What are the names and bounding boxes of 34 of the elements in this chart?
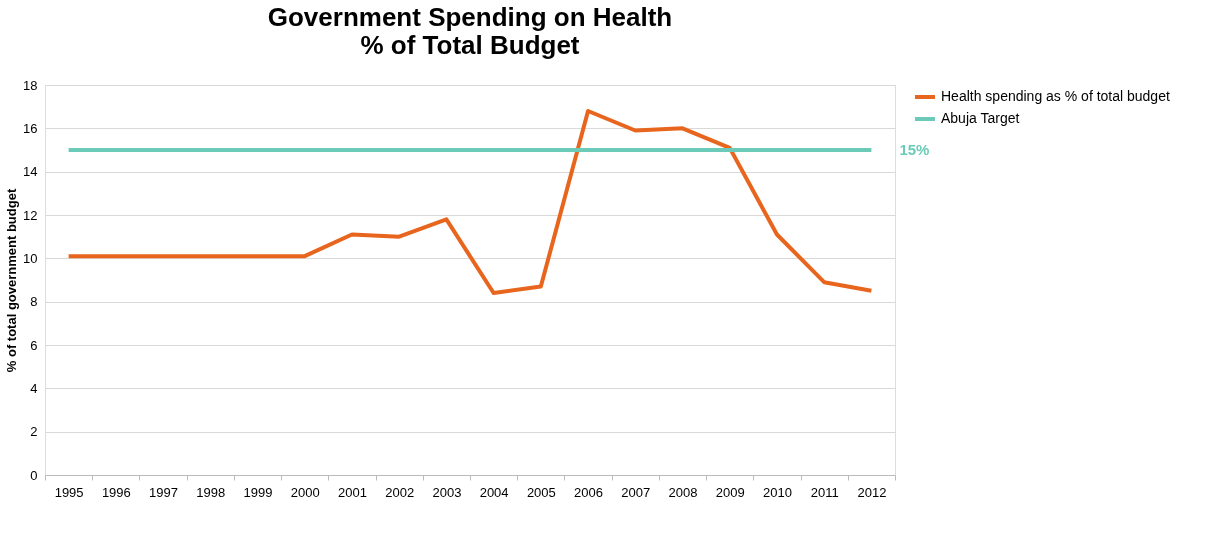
x-tick-label: 2003 (432, 484, 462, 500)
y-tick-label: 8 (30, 294, 38, 310)
chart-title: Government Spending on Health % of Total Budget (267, 2, 673, 60)
x-tick-label: 2001 (337, 484, 367, 500)
legend-label: Health spending as % of total budget (941, 88, 1170, 104)
y-tick-label: 10 (23, 250, 38, 266)
y-tick-label: 0 (30, 467, 38, 483)
x-tick-label: 1997 (149, 484, 179, 500)
x-tick-label: 2000 (290, 484, 320, 500)
line-series (66, 109, 874, 295)
y-tick-label: 16 (23, 120, 38, 136)
x-tick-label: 1996 (101, 484, 131, 500)
y-tick-label: 2 (30, 424, 38, 440)
x-tick-label: 2009 (715, 484, 745, 500)
x-tick-label: 2006 (574, 484, 604, 500)
x-tick-label: 1998 (196, 484, 226, 500)
x-tick-label: 2004 (479, 484, 509, 500)
y-tick-label: 6 (30, 337, 38, 353)
x-tick-label: 1995 (54, 484, 84, 500)
y-tick-label: 4 (30, 380, 38, 396)
x-tick-label: 2012 (857, 484, 887, 500)
y-tick-label: 14 (23, 164, 38, 180)
x-tick-label: 2007 (621, 484, 651, 500)
x-tick-label: 2011 (810, 484, 839, 500)
x-tick-label: 2008 (668, 484, 698, 500)
x-tick-label: 1999 (243, 484, 273, 500)
y-tick-label: 12 (23, 207, 38, 223)
x-tick-label: 2002 (385, 484, 415, 500)
legend-label: Abuja Target (941, 110, 1020, 126)
y-tick-label: 18 (23, 77, 38, 93)
y-axis-title: % of total government budget (4, 188, 20, 373)
annotation: 15% (899, 141, 930, 158)
x-tick-label: 2010 (762, 484, 792, 500)
x-tick-label: 2005 (526, 484, 556, 500)
